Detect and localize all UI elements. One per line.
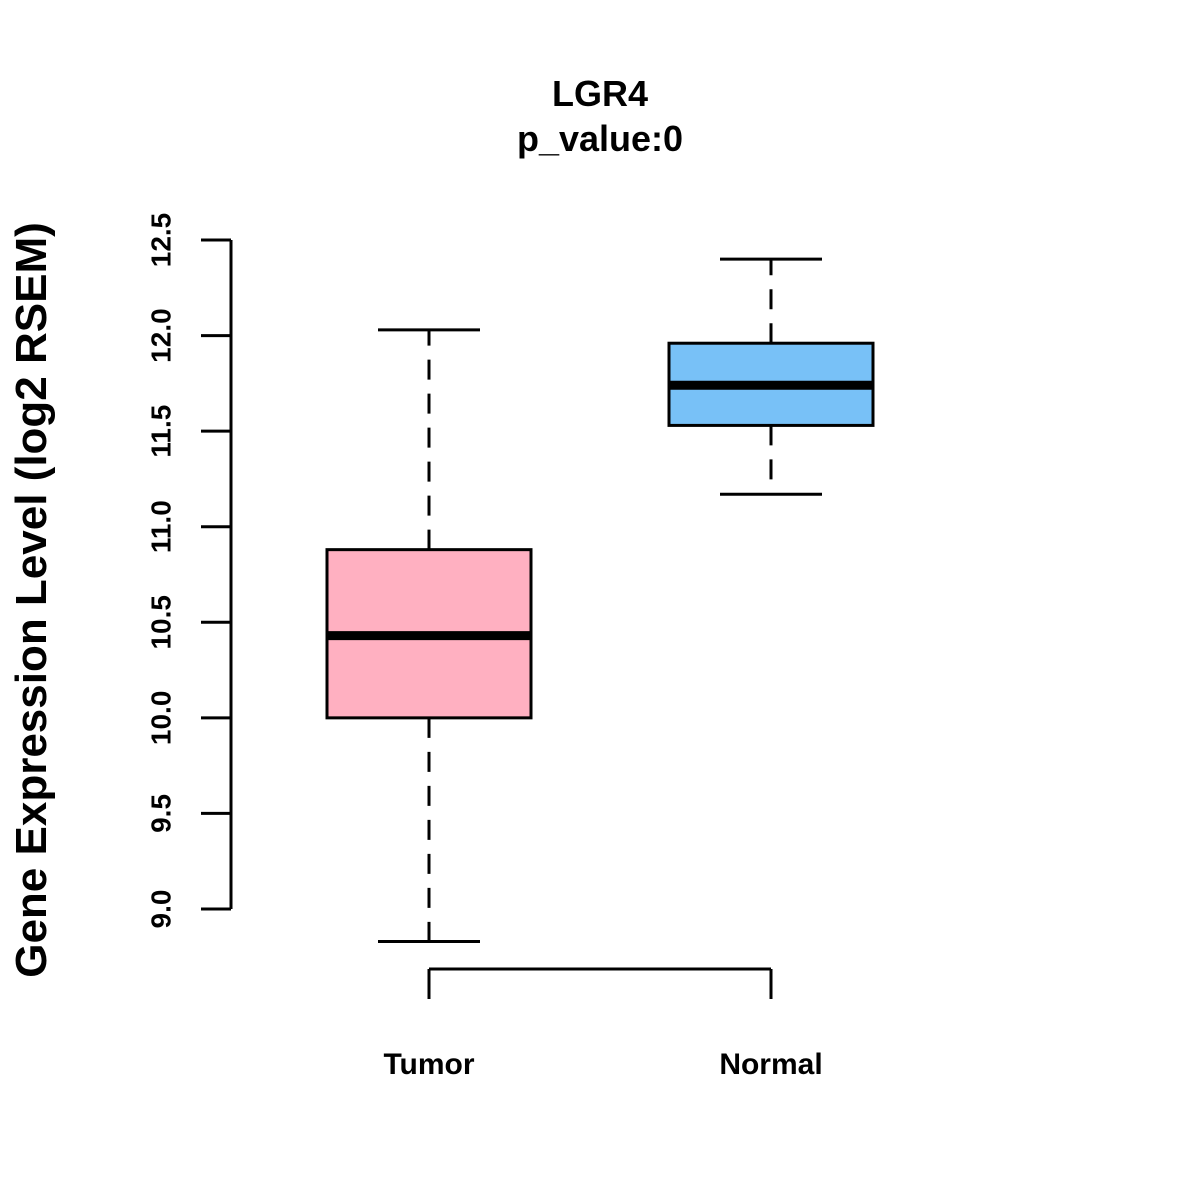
y-axis-label: Gene Expression Level (log2 RSEM) — [7, 222, 56, 978]
box-group — [325, 257, 875, 943]
y-tick-label: 10.5 — [146, 595, 177, 650]
chart-subtitle: p_value:0 — [517, 118, 683, 159]
y-tick-label: 12.5 — [146, 213, 177, 268]
y-tick-label: 12.0 — [146, 308, 177, 363]
chart-title: LGR4 — [552, 73, 648, 114]
x-axis: Tumor Normal — [383, 967, 823, 1081]
y-axis: 9.0 9.5 10.0 10.5 11.0 11.5 12.0 12.5 — [146, 213, 233, 929]
x-tick-label: Tumor — [383, 1048, 474, 1081]
y-tick-label: 9.5 — [146, 794, 177, 833]
box-normal — [667, 257, 875, 496]
y-tick-label: 11.5 — [146, 405, 177, 458]
y-tick-label: 10.0 — [146, 691, 177, 746]
box-tumor — [325, 328, 533, 943]
x-tick-label: Normal — [719, 1048, 822, 1081]
y-tick-label: 9.0 — [146, 890, 177, 929]
y-tick-label: 11.0 — [146, 500, 177, 553]
